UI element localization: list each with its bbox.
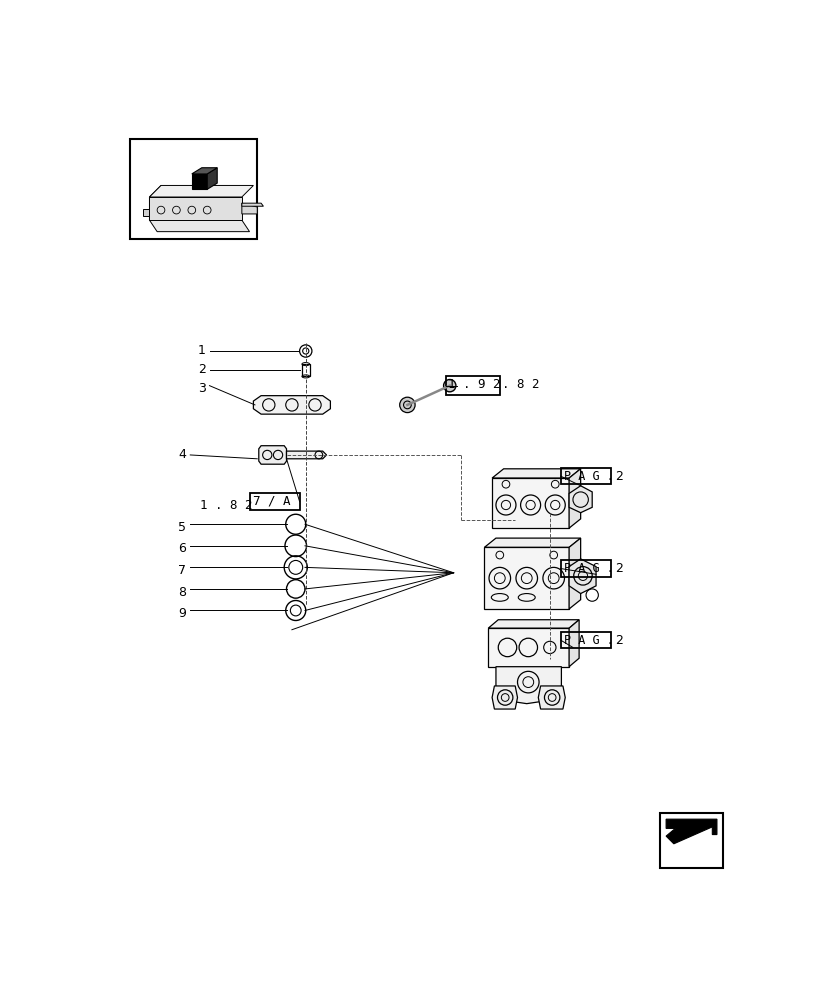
- Text: 1 . 9 2: 1 . 9 2: [449, 378, 501, 391]
- Polygon shape: [570, 559, 596, 594]
- Text: P A G .: P A G .: [564, 634, 613, 647]
- Polygon shape: [666, 819, 717, 844]
- Text: 8: 8: [178, 586, 186, 599]
- Polygon shape: [570, 538, 580, 609]
- Polygon shape: [144, 209, 150, 216]
- Circle shape: [444, 379, 456, 392]
- Bar: [130, 139, 257, 239]
- Polygon shape: [242, 203, 257, 214]
- Polygon shape: [192, 174, 207, 189]
- Text: 2: 2: [615, 634, 623, 647]
- Polygon shape: [485, 547, 570, 609]
- Text: 4: 4: [179, 448, 186, 461]
- Text: 1 . 8 2: 1 . 8 2: [200, 499, 252, 512]
- Bar: [560, 632, 612, 648]
- Polygon shape: [192, 168, 218, 174]
- Polygon shape: [570, 469, 580, 528]
- Polygon shape: [496, 667, 561, 704]
- Polygon shape: [150, 220, 249, 232]
- Text: . 8 2: . 8 2: [502, 378, 539, 391]
- Text: 5: 5: [178, 521, 186, 534]
- Bar: [560, 468, 612, 484]
- Polygon shape: [150, 185, 254, 197]
- Polygon shape: [254, 396, 330, 414]
- Polygon shape: [286, 451, 327, 459]
- Text: P A G .: P A G .: [564, 470, 613, 483]
- Bar: [446, 376, 500, 395]
- Polygon shape: [488, 628, 570, 667]
- Text: 3: 3: [197, 382, 206, 395]
- Text: 7 / A: 7 / A: [254, 495, 291, 508]
- Text: 9: 9: [179, 607, 186, 620]
- Polygon shape: [150, 197, 242, 220]
- Polygon shape: [150, 185, 161, 220]
- Text: 6: 6: [179, 542, 186, 555]
- Polygon shape: [485, 538, 580, 547]
- Bar: [660, 813, 723, 868]
- Text: 2: 2: [197, 363, 206, 376]
- Polygon shape: [488, 620, 579, 628]
- Text: 2: 2: [615, 470, 623, 483]
- Text: P A G .: P A G .: [564, 562, 613, 575]
- Text: 2: 2: [615, 562, 623, 575]
- Polygon shape: [538, 686, 565, 709]
- Polygon shape: [492, 469, 580, 478]
- Text: 7: 7: [178, 564, 186, 577]
- Polygon shape: [570, 486, 592, 513]
- Text: 1: 1: [197, 344, 206, 357]
- Polygon shape: [570, 620, 579, 667]
- Polygon shape: [259, 446, 286, 464]
- Bar: [302, 364, 310, 376]
- Polygon shape: [207, 168, 218, 189]
- Polygon shape: [242, 203, 264, 206]
- Polygon shape: [492, 478, 570, 528]
- Bar: [560, 560, 612, 577]
- Polygon shape: [492, 686, 517, 709]
- Circle shape: [400, 397, 415, 413]
- Bar: [250, 493, 300, 510]
